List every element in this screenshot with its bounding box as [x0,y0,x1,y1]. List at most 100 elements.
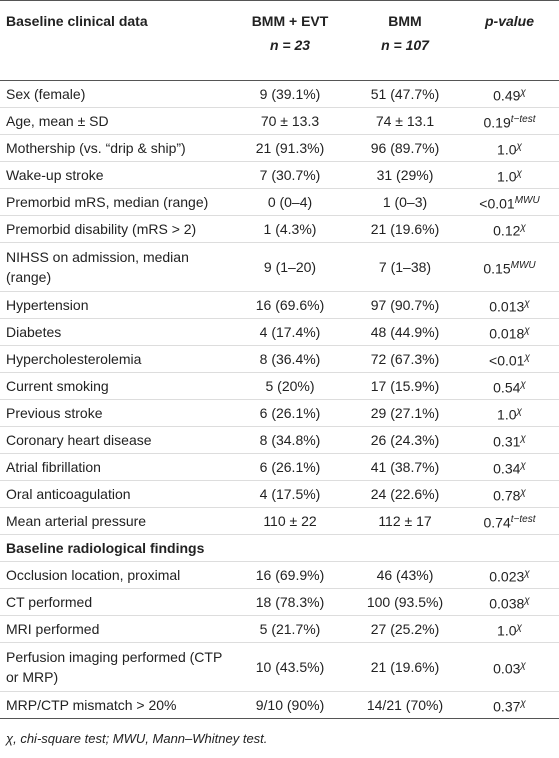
p-value: 0.74 [483,514,511,531]
table-row: Previous stroke 6 (26.1%) 29 (27.1%) 1.0χ [0,399,559,427]
p-test: χ [520,378,526,390]
p-value: 0.013 [489,298,525,315]
p-cell: 0.37χ [460,691,559,719]
p-value: 0.018 [489,325,525,342]
footnote: χ, chi-square test; MWU, Mann–Whitney te… [6,731,268,746]
p-test: χ [524,567,530,579]
p-value: 1.0 [497,141,517,158]
header-cell: p-value [460,1,559,81]
p-cell: 0.49χ [460,80,559,108]
section-title: Baseline radiological findings [0,534,559,562]
p-value: <0.01 [489,352,525,369]
cell: 9/10 (90%) [230,691,350,719]
table-row: Hypertension 16 (69.6%) 97 (90.7%) 0.013χ [0,291,559,319]
cell: 4 (17.5%) [230,480,350,508]
table-body: Sex (female) 9 (39.1%) 51 (47.7%) 0.49χ Age,… [0,80,559,719]
p-value: 0.12 [493,222,521,239]
row-label: Atrial fibrillation [0,453,230,481]
p-value: 0.34 [493,460,521,477]
p-cell: 0.74t−test [460,507,559,535]
header-n: n = 107 [381,37,429,53]
table-row: Sex (female) 9 (39.1%) 51 (47.7%) 0.49χ [0,80,559,108]
row-label: Occlusion location, proximal [0,561,230,589]
cell: 21 (91.3%) [230,134,350,162]
p-value: 0.37 [493,698,521,715]
table-row: Occlusion location, proximal 16 (69.9%) 46… [0,561,559,589]
p-value: 0.49 [493,87,521,104]
p-test: χ [516,167,522,179]
row-label: Oral anticoagulation [0,480,230,508]
p-test: χ [520,86,526,98]
p-value: 0.78 [493,487,521,504]
cell: 41 (38.7%) [350,453,460,481]
p-test: χ [516,140,522,152]
cell: 14/21 (70%) [350,691,460,719]
p-test: χ [520,659,526,671]
section-row: Baseline radiological findings [0,534,559,562]
p-test: χ [520,221,526,233]
table-row: NIHSS on admission, median (range) 9 (1–2… [0,242,559,292]
data-table: Baseline clinical data BMM + EVT n = 23 B… [0,0,559,719]
cell: 72 (67.3%) [350,345,460,373]
p-value: <0.01 [479,195,515,212]
p-value: 0.03 [493,660,521,677]
cell: 0 (0–4) [230,188,350,216]
p-cell: 0.54χ [460,372,559,400]
p-test: χ [516,405,522,417]
cell: 16 (69.6%) [230,291,350,319]
p-test: χ [520,486,526,498]
p-value: 1.0 [497,406,517,423]
table-row: Mothership (vs. “drip & ship”) 21 (91.3%)… [0,134,559,162]
table-row: Wake-up stroke 7 (30.7%) 31 (29%) 1.0χ [0,161,559,189]
cell: 96 (89.7%) [350,134,460,162]
table-row: Age, mean ± SD 70 ± 13.3 74 ± 13.1 0.19t−te… [0,107,559,135]
table-header: Baseline clinical data BMM + EVT n = 23 B… [0,0,559,81]
cell: 8 (36.4%) [230,345,350,373]
cell: 70 ± 13.3 [230,107,350,135]
cell: 17 (15.9%) [350,372,460,400]
cell: 10 (43.5%) [230,642,350,692]
p-test: MWU [510,259,536,271]
p-cell: 1.0χ [460,399,559,427]
cell: 4 (17.4%) [230,318,350,346]
row-label: NIHSS on admission, median (range) [0,242,230,292]
cell: 9 (1–20) [230,242,350,292]
cell: 31 (29%) [350,161,460,189]
cell: 48 (44.9%) [350,318,460,346]
p-value: 0.54 [493,379,521,396]
table-row: Current smoking 5 (20%) 17 (15.9%) 0.54χ [0,372,559,400]
cell: 26 (24.3%) [350,426,460,454]
row-label: Hypercholesterolemia [0,345,230,373]
row-label: Premorbid disability (mRS > 2) [0,215,230,243]
p-value: 0.038 [489,595,525,612]
p-test: χ [520,459,526,471]
p-cell: 0.023χ [460,561,559,589]
table-row: Mean arterial pressure 110 ± 22 112 ± 17 0.… [0,507,559,535]
row-label: Hypertension [0,291,230,319]
header-n: n = 23 [269,37,311,53]
cell: 29 (27.1%) [350,399,460,427]
p-test: χ [516,621,522,633]
row-label: Age, mean ± SD [0,107,230,135]
cell: 5 (21.7%) [230,615,350,643]
row-label: MRP/CTP mismatch > 20% [0,691,230,719]
cell: 5 (20%) [230,372,350,400]
p-cell: <0.01χ [460,345,559,373]
cell: 8 (34.8%) [230,426,350,454]
p-cell: 0.15MWU [460,242,559,292]
p-test: χ [524,594,530,606]
p-cell: 1.0χ [460,615,559,643]
p-test: χ [524,351,530,363]
table-row: CT performed 18 (78.3%) 100 (93.5%) 0.038χ [0,588,559,616]
header-cell: BMM n = 107 [350,1,460,81]
header-cell: BMM + EVT n = 23 [230,1,350,81]
header-cell: Baseline clinical data [6,13,148,29]
row-label: Current smoking [0,372,230,400]
p-test: t−test [510,513,536,525]
table-row: Premorbid mRS, median (range) 0 (0–4) 1 (0… [0,188,559,216]
header-text: BMM [388,13,422,29]
header-text: p-value [484,13,534,29]
cell: 6 (26.1%) [230,453,350,481]
cell: 7 (30.7%) [230,161,350,189]
